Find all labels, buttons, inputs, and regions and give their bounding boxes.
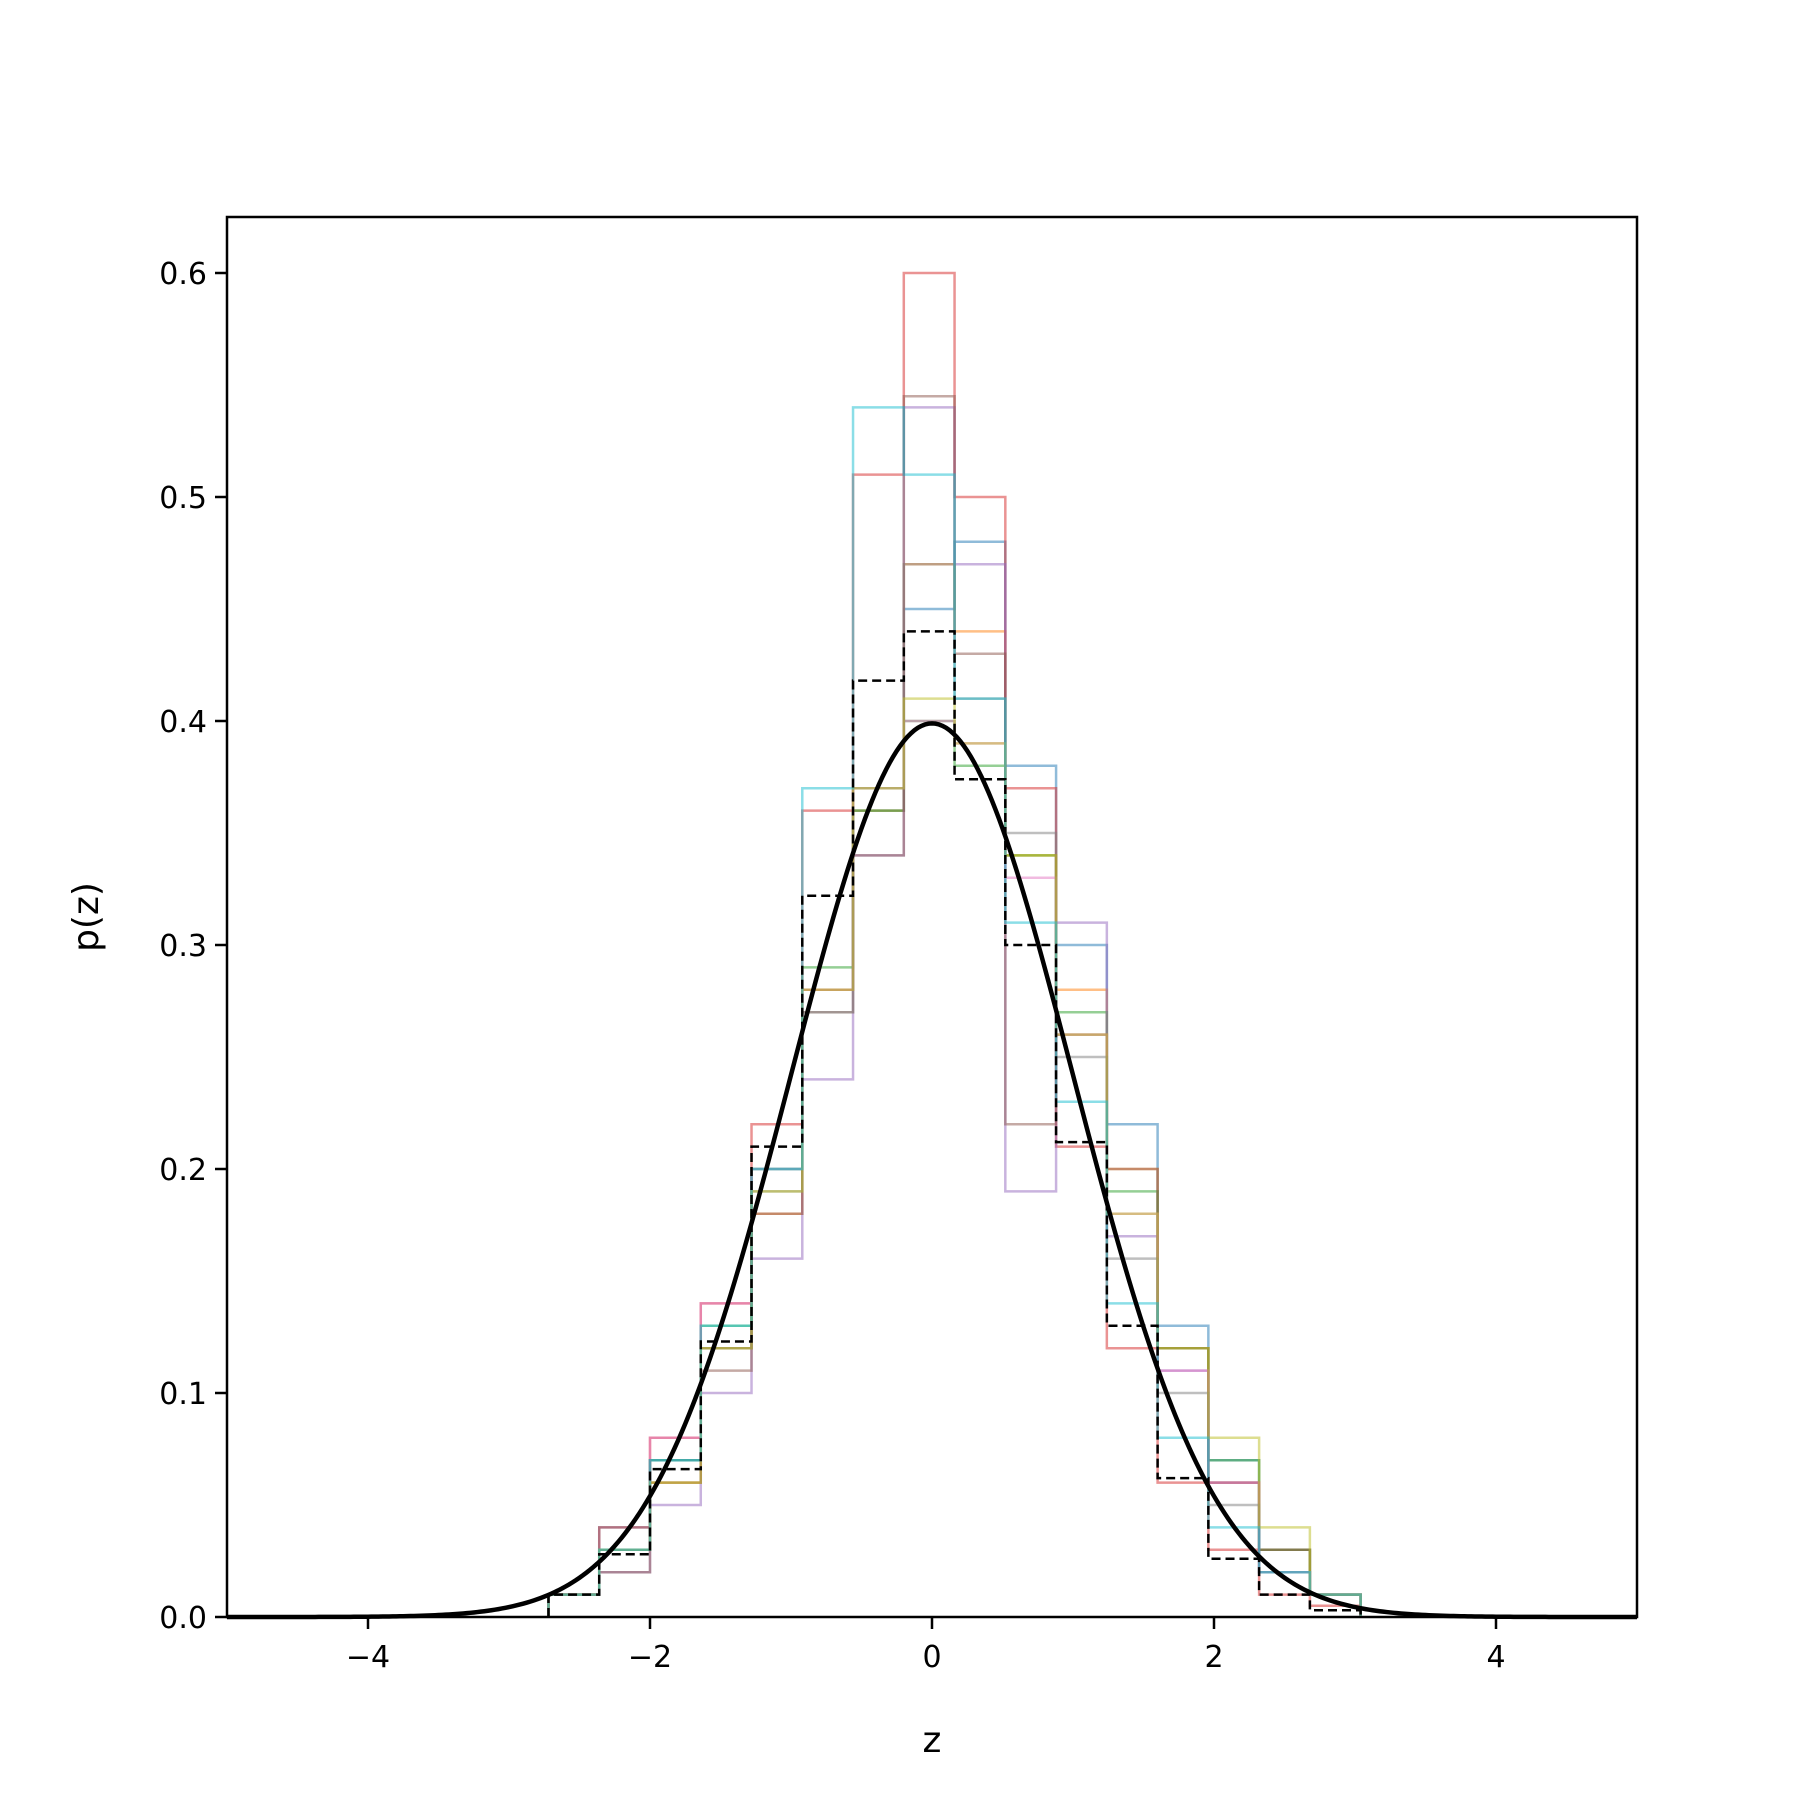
y-tick-label: 0.5 xyxy=(159,481,207,516)
y-axis-label: p(z) xyxy=(66,882,107,952)
x-axis-label: z xyxy=(923,1720,942,1761)
x-tick-label: −4 xyxy=(346,1640,390,1675)
y-tick-label: 0.4 xyxy=(159,705,207,740)
x-tick-label: 4 xyxy=(1486,1640,1505,1675)
y-tick-label: 0.1 xyxy=(159,1377,207,1412)
reference-histogram-dashed xyxy=(547,630,1362,1617)
plot-frame xyxy=(225,215,1639,1619)
axis-layer: −4 −2 0 2 4 0.0 0.1 0.2 0.3 0.4 0.5 0.6 xyxy=(159,257,1505,1675)
histogram-step-9 xyxy=(547,697,1362,1617)
x-tick-label: 0 xyxy=(922,1640,941,1675)
x-tick-label: 2 xyxy=(1204,1640,1223,1675)
y-tick-label: 0.6 xyxy=(159,257,207,292)
series-layer xyxy=(227,271,1637,1620)
y-tick-label: 0.0 xyxy=(159,1601,207,1636)
y-tick-label: 0.3 xyxy=(159,929,207,964)
normal-pdf-curve xyxy=(227,721,1637,1620)
x-tick-label: −2 xyxy=(628,1640,672,1675)
histogram-step-10 xyxy=(547,406,1362,1617)
y-tick-label: 0.2 xyxy=(159,1153,207,1188)
